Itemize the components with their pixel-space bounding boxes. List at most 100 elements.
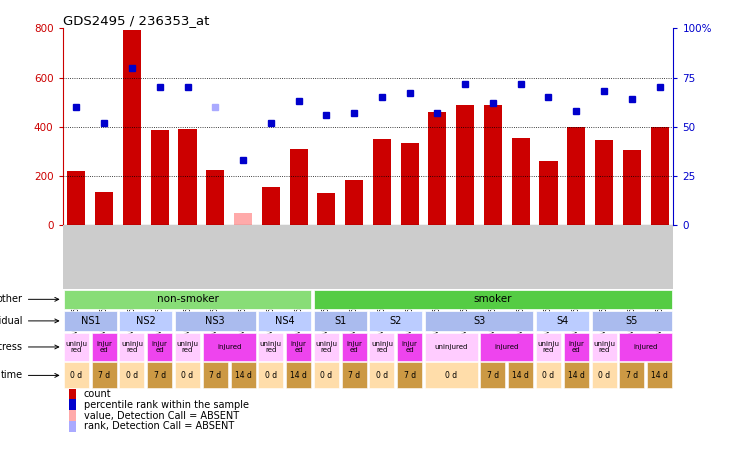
Text: S5: S5 bbox=[626, 316, 638, 326]
Text: injured: injured bbox=[495, 344, 519, 350]
Text: 0 d: 0 d bbox=[71, 371, 82, 380]
Text: 0 d: 0 d bbox=[320, 371, 333, 380]
Text: uninju
red: uninju red bbox=[177, 341, 199, 353]
Bar bbox=[428, 112, 447, 225]
Text: injured: injured bbox=[634, 344, 658, 350]
Text: 0 d: 0 d bbox=[265, 371, 277, 380]
Bar bbox=[592, 363, 617, 388]
Text: value, Detection Call = ABSENT: value, Detection Call = ABSENT bbox=[84, 411, 239, 421]
Bar bbox=[567, 127, 585, 225]
Bar bbox=[234, 213, 252, 225]
Text: NS4: NS4 bbox=[275, 316, 294, 326]
Text: 0 d: 0 d bbox=[445, 371, 457, 380]
Bar bbox=[345, 180, 363, 225]
Bar bbox=[314, 363, 339, 388]
Bar bbox=[119, 363, 144, 388]
Text: injur
ed: injur ed bbox=[152, 341, 168, 353]
Bar bbox=[314, 333, 339, 361]
Text: other: other bbox=[0, 294, 59, 304]
Bar bbox=[258, 363, 283, 388]
Text: uninju
red: uninju red bbox=[537, 341, 559, 353]
Text: 7 d: 7 d bbox=[626, 371, 638, 380]
Bar bbox=[619, 363, 644, 388]
Bar bbox=[425, 310, 533, 331]
Text: S4: S4 bbox=[556, 316, 568, 326]
Bar bbox=[68, 389, 76, 401]
Text: stress: stress bbox=[0, 342, 59, 352]
Text: injured: injured bbox=[217, 344, 241, 350]
Bar bbox=[369, 310, 422, 331]
Bar bbox=[373, 139, 391, 225]
Bar bbox=[64, 290, 311, 309]
Bar bbox=[481, 363, 506, 388]
Bar bbox=[203, 333, 255, 361]
Text: 0 d: 0 d bbox=[126, 371, 138, 380]
Bar bbox=[203, 363, 227, 388]
Bar bbox=[651, 127, 668, 225]
Text: count: count bbox=[84, 390, 112, 400]
Bar bbox=[68, 171, 85, 225]
Bar bbox=[317, 193, 336, 225]
Text: injur
ed: injur ed bbox=[568, 341, 584, 353]
Bar bbox=[369, 333, 394, 361]
Bar bbox=[481, 333, 533, 361]
Text: uninju
red: uninju red bbox=[315, 341, 337, 353]
Bar bbox=[258, 310, 311, 331]
Bar bbox=[95, 192, 113, 225]
Text: injur
ed: injur ed bbox=[402, 341, 417, 353]
Text: 14 d: 14 d bbox=[512, 371, 529, 380]
Bar bbox=[119, 333, 144, 361]
Bar bbox=[536, 363, 561, 388]
Bar bbox=[175, 363, 200, 388]
Bar bbox=[151, 130, 169, 225]
Bar bbox=[512, 138, 530, 225]
Text: 7 d: 7 d bbox=[154, 371, 166, 380]
Bar bbox=[68, 420, 76, 432]
Text: uninju
red: uninju red bbox=[121, 341, 143, 353]
Text: uninju
red: uninju red bbox=[371, 341, 393, 353]
Text: NS2: NS2 bbox=[136, 316, 156, 326]
Text: injur
ed: injur ed bbox=[346, 341, 362, 353]
Bar bbox=[262, 187, 280, 225]
Text: 7 d: 7 d bbox=[403, 371, 416, 380]
Text: 7 d: 7 d bbox=[348, 371, 360, 380]
Text: time: time bbox=[1, 370, 59, 381]
Bar bbox=[509, 363, 533, 388]
Text: 14 d: 14 d bbox=[235, 371, 252, 380]
Bar bbox=[64, 333, 89, 361]
Text: rank, Detection Call = ABSENT: rank, Detection Call = ABSENT bbox=[84, 421, 234, 431]
Text: 0 d: 0 d bbox=[542, 371, 554, 380]
Text: GDS2495 / 236353_at: GDS2495 / 236353_at bbox=[63, 14, 209, 27]
Bar bbox=[230, 363, 255, 388]
Bar bbox=[147, 363, 172, 388]
Bar bbox=[484, 105, 502, 225]
Bar bbox=[619, 333, 672, 361]
Bar bbox=[258, 333, 283, 361]
Bar bbox=[314, 290, 672, 309]
Bar bbox=[147, 333, 172, 361]
Text: smoker: smoker bbox=[474, 294, 512, 304]
Text: 14 d: 14 d bbox=[290, 371, 307, 380]
Bar bbox=[314, 310, 367, 331]
Bar bbox=[397, 363, 422, 388]
Bar bbox=[123, 30, 141, 225]
Bar bbox=[536, 310, 589, 331]
Text: 7 d: 7 d bbox=[209, 371, 222, 380]
Text: injur
ed: injur ed bbox=[291, 341, 306, 353]
Bar bbox=[92, 363, 117, 388]
Text: 0 d: 0 d bbox=[598, 371, 610, 380]
Bar bbox=[179, 129, 197, 225]
Bar bbox=[68, 399, 76, 411]
Text: 7 d: 7 d bbox=[98, 371, 110, 380]
Text: injur
ed: injur ed bbox=[96, 341, 112, 353]
Bar bbox=[119, 310, 172, 331]
Bar bbox=[206, 170, 224, 225]
Bar bbox=[68, 410, 76, 422]
Bar bbox=[289, 149, 308, 225]
Bar bbox=[286, 333, 311, 361]
Text: 0 d: 0 d bbox=[376, 371, 388, 380]
Bar bbox=[564, 333, 589, 361]
Text: uninju
red: uninju red bbox=[260, 341, 282, 353]
Bar bbox=[595, 140, 613, 225]
Text: uninju
red: uninju red bbox=[66, 341, 88, 353]
